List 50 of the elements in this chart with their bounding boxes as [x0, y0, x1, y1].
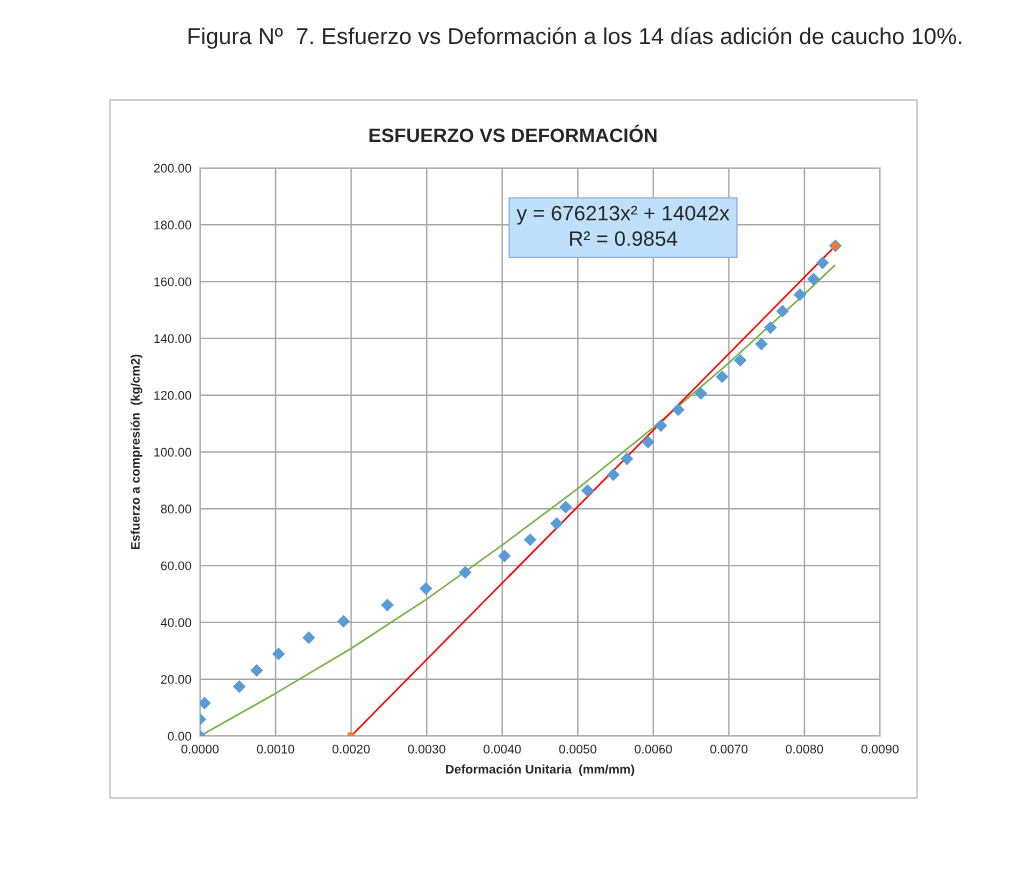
y-tick-label: 120.00	[154, 391, 192, 400]
x-tick-label: 0.0000	[181, 744, 219, 754]
point	[272, 647, 285, 661]
point	[581, 484, 594, 497]
x-tick-label: 0.0020	[332, 744, 370, 754]
point	[302, 631, 316, 645]
y-tick-label: 180.00	[154, 220, 192, 230]
x-tick-label: 0.0070	[710, 744, 748, 754]
point	[793, 288, 807, 302]
point	[250, 664, 264, 677]
point	[715, 370, 729, 384]
point	[458, 566, 472, 579]
point	[523, 533, 537, 547]
point	[755, 337, 768, 351]
point	[641, 435, 655, 449]
point	[550, 517, 563, 530]
chart-title: Figura Nº 7. Esfuerzo vs Deformación a los 14 días adición de caucho 10%.	[188, 27, 962, 49]
y-axis-title: Esfuerzo a compresión (kg/cm2)	[130, 354, 143, 550]
x-tick-label: 0.0080	[785, 744, 824, 754]
x-tick-label: 0.0090	[861, 744, 899, 754]
point	[419, 582, 433, 595]
y-tick-label: 80.00	[160, 504, 192, 514]
y-tick-label: 40.00	[160, 618, 192, 628]
x-tick-label: 0.0010	[256, 744, 295, 754]
y-tick-label: 20.00	[161, 675, 192, 684]
x-tick-label: 0.0030	[408, 744, 446, 754]
point	[671, 403, 685, 417]
point	[620, 452, 634, 466]
x-tick-label: 0.0050	[559, 744, 597, 754]
point	[733, 353, 747, 367]
point	[606, 468, 620, 482]
y-tick-label: 140.00	[154, 334, 192, 344]
point	[816, 256, 829, 270]
y-tick-label: 160.00	[154, 277, 192, 287]
point	[764, 321, 777, 334]
point	[776, 304, 789, 318]
point	[232, 680, 246, 693]
y-tick-label: 100.00	[154, 447, 192, 457]
point	[654, 419, 668, 432]
x-tick-label: 0.0060	[634, 744, 672, 754]
y-tick-label: 200.00	[154, 163, 192, 173]
y-tick-label: 60.00	[161, 561, 192, 571]
x-tick-label: 0.0040	[483, 744, 521, 754]
point	[337, 614, 350, 628]
point	[381, 598, 394, 612]
x-axis-title: Deformación Unitaria (mm/mm)	[446, 764, 635, 777]
point	[559, 500, 573, 514]
chart-subtitle: ESFUERZO VS DEFORMACIÓN	[369, 124, 657, 143]
y-tick-label: 0.00	[167, 731, 192, 741]
annotation: y = 676213x² + 14042x R² = 0.9854	[516, 205, 730, 246]
